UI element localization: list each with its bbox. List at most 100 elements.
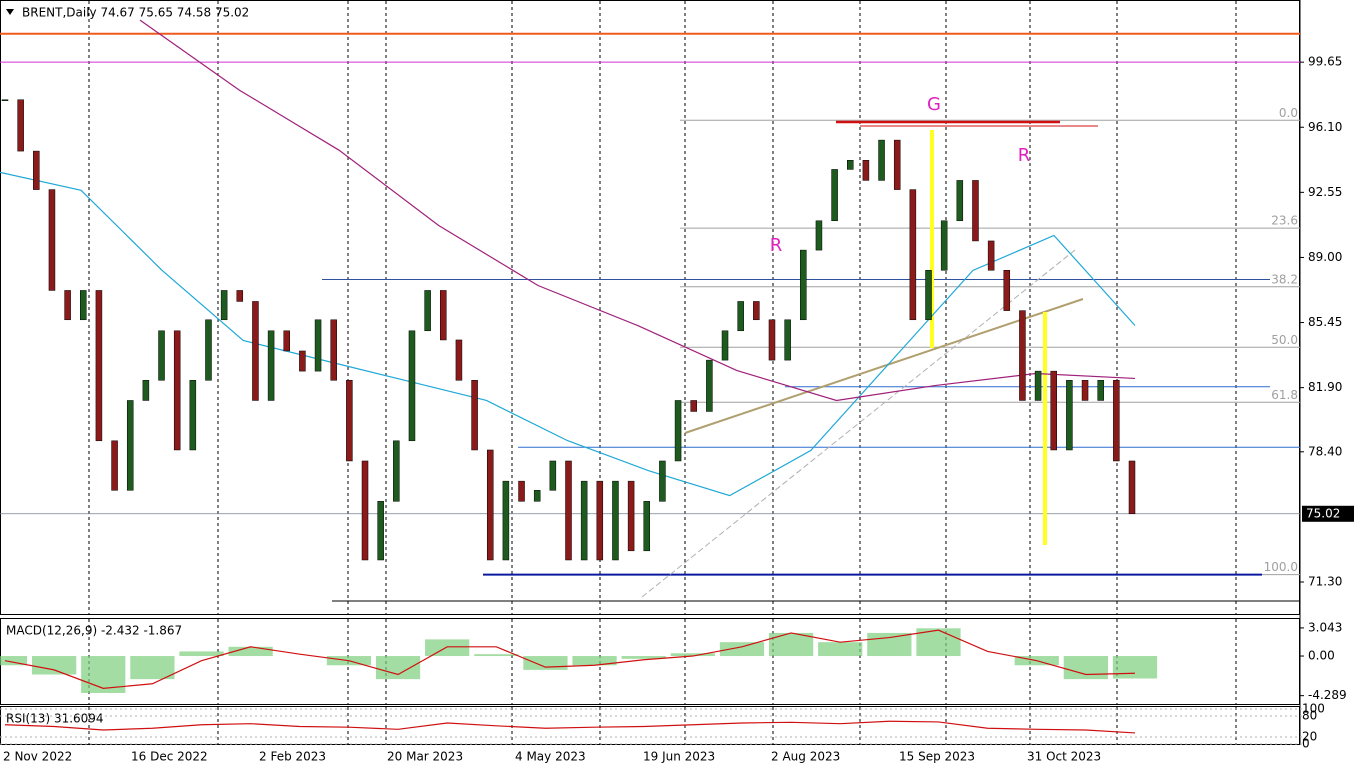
macd-bar <box>32 656 77 675</box>
candle <box>440 290 447 341</box>
candle <box>706 359 713 412</box>
candle <box>424 290 431 332</box>
candle <box>518 480 525 502</box>
macd-bar <box>375 656 421 680</box>
candle <box>17 99 24 152</box>
candle <box>267 330 275 401</box>
fib-label: 50.0 <box>1271 333 1298 347</box>
candle <box>346 380 353 462</box>
x-tick-label: 2 Aug 2023 <box>771 750 840 764</box>
candle <box>768 319 776 361</box>
candle <box>314 319 322 372</box>
candle <box>533 490 541 502</box>
candle <box>831 169 838 222</box>
macd-bar <box>179 651 224 657</box>
candle <box>1050 370 1057 451</box>
pattern-label: R <box>770 235 783 256</box>
candle <box>753 301 760 321</box>
candle <box>565 460 572 561</box>
candle <box>972 180 979 242</box>
candle <box>455 339 463 381</box>
candle <box>1066 380 1073 451</box>
channel-line <box>641 249 1076 598</box>
macd-bar <box>523 656 568 670</box>
candle <box>1113 380 1120 462</box>
candle <box>580 480 588 561</box>
macd-signal <box>4 629 1136 689</box>
candle <box>909 189 917 321</box>
candle <box>784 319 791 361</box>
fib-label: 0.0 <box>1279 106 1298 120</box>
macd-bar <box>621 656 666 659</box>
x-tick-label: 2 Feb 2023 <box>259 750 326 764</box>
candle <box>126 400 134 491</box>
candle <box>361 460 369 561</box>
candle <box>502 480 510 561</box>
candle <box>471 380 478 451</box>
rsi-panel <box>0 706 1300 745</box>
menu-arrow[interactable] <box>6 9 14 15</box>
macd-bar <box>474 654 519 657</box>
candle <box>737 301 744 332</box>
candle <box>236 290 244 302</box>
candle <box>862 160 870 181</box>
fib-label: 23.6 <box>1271 214 1298 228</box>
rsi-label: RSI(13) 31.6094 <box>6 712 104 726</box>
y-tick-label: 0 <box>1302 736 1310 750</box>
candle <box>659 460 666 502</box>
candle <box>800 249 807 321</box>
y-tick-label: 99.65 <box>1308 55 1342 69</box>
candle <box>1003 270 1011 311</box>
candle <box>80 290 87 321</box>
y-tick-label: 0.00 <box>1308 649 1335 663</box>
y-tick-label: 3.043 <box>1308 620 1342 634</box>
candle <box>815 220 823 251</box>
candle <box>408 330 416 442</box>
y-tick-label: 85.45 <box>1308 315 1342 329</box>
candle <box>486 449 494 561</box>
candle <box>690 400 697 412</box>
candle <box>1128 460 1136 515</box>
candle <box>377 501 384 561</box>
candle <box>627 480 635 552</box>
x-tick-label: 2 Nov 2022 <box>3 750 72 764</box>
pattern-label: G <box>927 94 941 115</box>
x-tick-label: 20 Mar 2023 <box>387 750 463 764</box>
vertical-grid <box>88 1 1237 744</box>
macd-bar <box>1112 656 1158 679</box>
macd-bar <box>670 653 715 657</box>
candle <box>925 270 932 321</box>
y-tick-label: 81.90 <box>1308 380 1342 394</box>
macd-label: MACD(12,26,9) -2.432 -1.867 <box>6 624 182 638</box>
candle <box>1 99 9 101</box>
y-tick-label: 100 <box>1302 701 1325 715</box>
x-tick-label: 31 Oct 2023 <box>1027 750 1101 764</box>
current-price-label: 75.02 <box>1306 506 1340 520</box>
y-tick-label: 96.10 <box>1308 120 1342 134</box>
candle <box>393 440 400 502</box>
candle <box>252 301 259 401</box>
macd-bar <box>867 632 912 657</box>
candle <box>596 480 604 561</box>
macd-bar <box>228 646 273 657</box>
candle <box>330 319 337 381</box>
macd-bar <box>1063 656 1108 680</box>
ma-slow <box>139 19 1136 402</box>
candle <box>299 350 306 372</box>
macd-bar <box>130 656 175 680</box>
candle <box>173 330 181 451</box>
y-tick-label: 20 <box>1302 729 1317 743</box>
fib-label: 38.2 <box>1271 272 1298 286</box>
candle <box>847 160 854 170</box>
candle <box>142 380 150 401</box>
candle <box>48 189 56 291</box>
candle <box>893 139 901 190</box>
macd-bar <box>768 632 814 657</box>
x-tick-label: 15 Sep 2023 <box>899 750 975 764</box>
fib-label: 61.8 <box>1271 388 1298 402</box>
macd-bar <box>719 642 765 657</box>
y-tick-label: 80 <box>1302 708 1317 722</box>
current-price-box <box>1302 505 1354 522</box>
